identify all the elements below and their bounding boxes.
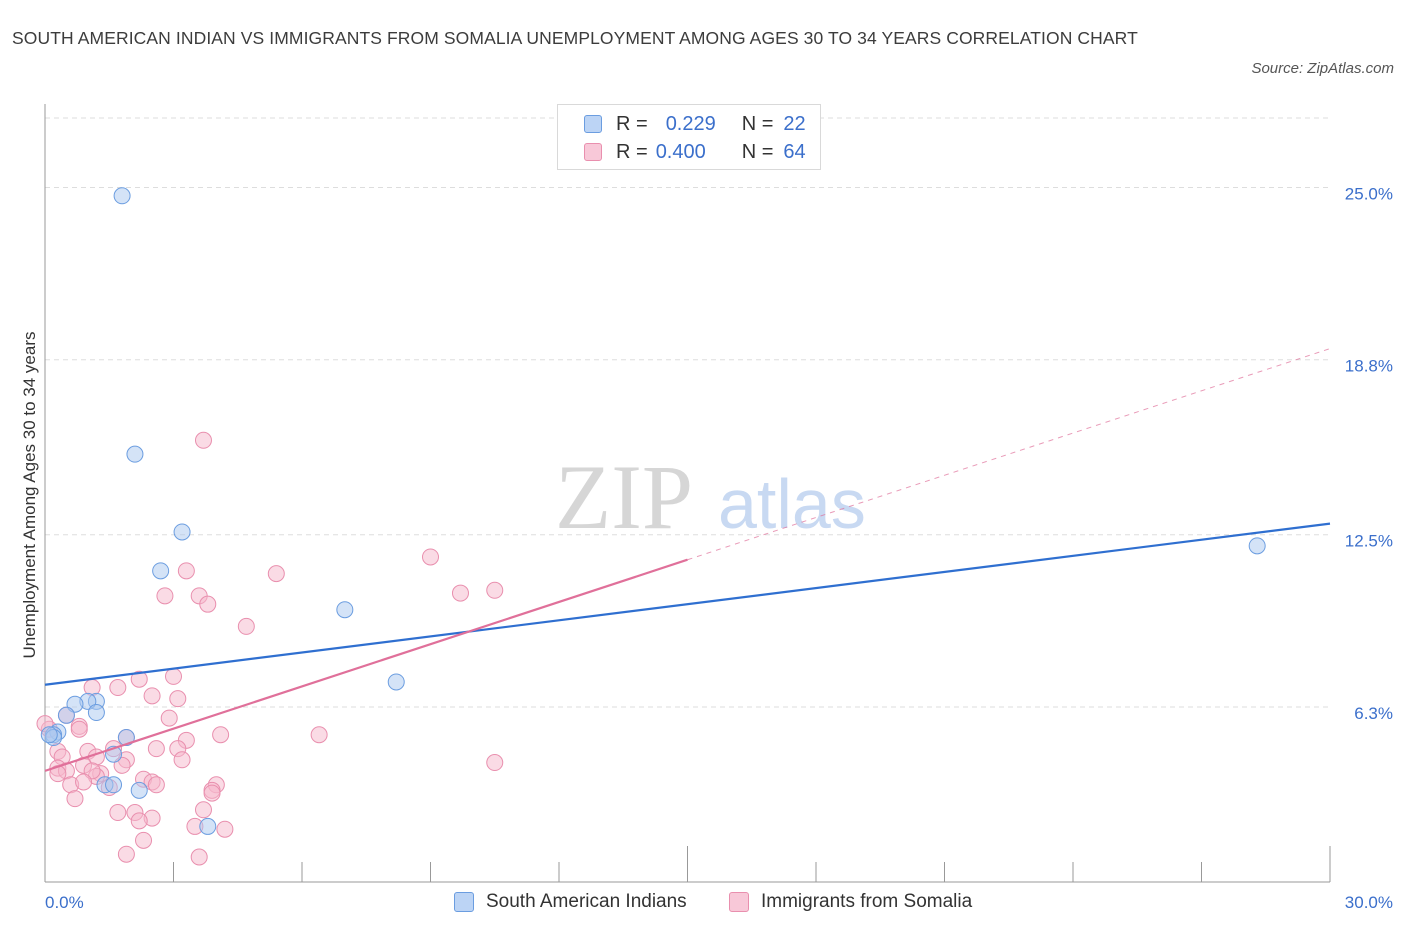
point-somalia	[117, 845, 135, 863]
axis-layer: 6.3% 12.5% 18.8% 25.0%	[44, 104, 1393, 883]
legend-item-immigrants-from-somalia[interactable]: Immigrants from Somalia	[729, 888, 972, 916]
point-south-american-indian	[387, 673, 405, 691]
trend-line-somalia	[44, 558, 688, 772]
point-somalia	[451, 584, 469, 602]
trend-line-south-american-indians	[44, 522, 1331, 686]
point-south-american-indian	[1248, 537, 1266, 555]
point-somalia	[173, 751, 191, 769]
trend-lines	[44, 348, 1331, 772]
point-somalia	[310, 726, 328, 744]
point-somalia	[135, 831, 153, 849]
y-tick-label: 18.8%	[1345, 357, 1393, 376]
n-value: 22	[783, 112, 806, 135]
n-label: N =	[741, 140, 774, 163]
point-somalia	[143, 687, 161, 705]
point-south-american-indian	[199, 817, 217, 835]
point-somalia	[130, 670, 148, 688]
point-south-american-indian	[57, 706, 75, 724]
legend-label: South American Indians	[486, 891, 687, 912]
point-somalia	[194, 801, 212, 819]
legend-item-south-american-indians[interactable]: South American Indians	[454, 888, 687, 916]
r-label: R =	[616, 140, 648, 163]
legend-swatch-blue	[584, 115, 602, 133]
point-somalia	[267, 565, 285, 583]
point-somalia	[160, 709, 178, 727]
point-south-american-indian	[117, 729, 135, 747]
point-somalia	[70, 720, 88, 738]
point-south-american-indian	[113, 187, 131, 205]
point-somalia	[169, 690, 187, 708]
y-tick-label: 6.3%	[1354, 704, 1393, 723]
point-south-american-indian	[173, 523, 191, 541]
y-tick-label: 12.5%	[1345, 532, 1393, 551]
r-value: 0.400	[655, 140, 706, 163]
point-somalia	[156, 587, 174, 605]
stats-legend: R = 0.229 N = 22 R = 0.400 N = 64	[557, 104, 821, 170]
point-somalia	[66, 790, 84, 808]
point-somalia	[147, 776, 165, 794]
point-somalia	[422, 548, 439, 566]
point-south-american-indian	[105, 776, 123, 794]
point-somalia	[486, 754, 504, 772]
point-south-american-indian	[40, 726, 58, 744]
point-south-american-indian	[336, 601, 354, 619]
grid-layer	[45, 117, 1330, 708]
point-south-american-indian	[87, 704, 105, 722]
points-immigrants-from-somalia	[36, 431, 504, 866]
legend-swatch-pink	[584, 143, 602, 161]
point-somalia	[190, 848, 208, 866]
point-south-american-indian	[126, 445, 144, 463]
stats-legend-row-pink: R = 0.400 N = 64	[584, 140, 806, 164]
y-axis-label: Unemployment Among Ages 30 to 34 years	[20, 332, 39, 659]
n-value: 64	[783, 140, 806, 163]
n-label: N =	[741, 112, 774, 135]
chart-title: SOUTH AMERICAN INDIAN VS IMMIGRANTS FROM…	[12, 28, 1138, 48]
legend-swatch-pink	[729, 892, 749, 912]
point-somalia	[177, 562, 195, 580]
point-somalia	[486, 581, 504, 599]
point-somalia	[203, 784, 221, 802]
point-somalia	[194, 431, 212, 449]
point-somalia	[237, 617, 255, 635]
x-tick-label-min: 0.0%	[45, 893, 84, 912]
trend-line-somalia-projection	[687, 348, 1331, 561]
point-somalia	[109, 804, 127, 822]
source-label: Source: ZipAtlas.com	[1251, 60, 1394, 77]
x-tick-label-max: 30.0%	[1345, 893, 1393, 912]
point-somalia	[199, 595, 217, 613]
legend-label: Immigrants from Somalia	[761, 891, 973, 912]
watermark-atlas: atlas	[718, 465, 866, 543]
point-somalia	[165, 667, 182, 685]
r-label: R =	[616, 112, 648, 135]
stats-legend-row-blue: R = 0.229 N = 22	[584, 112, 806, 136]
r-value: 0.229	[665, 112, 716, 135]
point-somalia	[130, 812, 148, 830]
y-tick-label: 25.0%	[1345, 184, 1393, 203]
points-south-american-indians	[40, 187, 1266, 835]
point-south-american-indian	[130, 781, 148, 799]
watermark: ZIP atlas	[555, 446, 866, 548]
legend-swatch-blue	[454, 892, 474, 912]
point-somalia	[75, 773, 93, 791]
watermark-zip: ZIP	[555, 446, 693, 548]
point-somalia	[212, 726, 230, 744]
point-south-american-indian	[152, 562, 170, 580]
point-somalia	[216, 820, 234, 838]
point-somalia	[147, 740, 165, 758]
point-somalia	[109, 679, 127, 697]
